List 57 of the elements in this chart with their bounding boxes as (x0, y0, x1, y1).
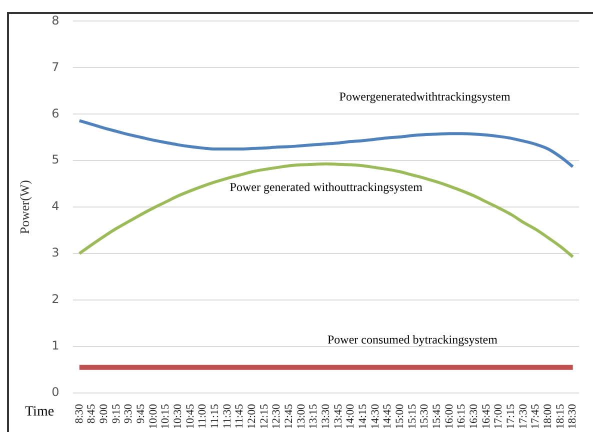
x-tick-label: 16:30 (468, 403, 480, 430)
x-tick-label: 16:00 (443, 403, 456, 430)
x-tick-label: 17:30 (517, 403, 530, 430)
x-tick-label: 11:00 (196, 403, 209, 429)
x-tick-label: 17:45 (530, 403, 542, 430)
x-tick-label: 18:30 (566, 403, 579, 430)
x-tick-label: 10:45 (184, 403, 196, 430)
x-tick-label: 13:30 (320, 403, 332, 430)
y-tick-label: 7 (52, 60, 60, 74)
x-tick-label: 8:30 (73, 403, 86, 424)
x-axis-title: Time (25, 404, 54, 420)
x-tick-label: 14:30 (369, 403, 382, 430)
line-series (78, 162, 574, 258)
x-tick-label: 9:00 (98, 403, 110, 424)
x-tick-label: 11:45 (234, 403, 246, 429)
x-tick-label: 17:00 (492, 403, 505, 430)
x-tick-label: 11:30 (221, 403, 234, 429)
x-tick-label: 14:00 (344, 403, 357, 430)
x-tick-label: 15:45 (431, 403, 444, 430)
x-tick-label: 15:00 (394, 403, 406, 430)
x-tick-label: 13:00 (295, 403, 308, 430)
y-tick-label: 1 (52, 338, 60, 353)
x-tick-label: 12:30 (270, 403, 283, 430)
y-tick-label: 5 (52, 152, 60, 167)
x-tick-label: 15:30 (418, 403, 431, 430)
x-tick-label: 10:30 (172, 403, 184, 430)
x-tick-label: 10:15 (160, 403, 172, 430)
y-tick-label: 3 (52, 246, 60, 260)
x-tick-label: 15:15 (406, 403, 418, 430)
series-label: Power generated withouttrackingsystem (230, 180, 424, 194)
x-tick-label: 11:15 (208, 403, 221, 429)
series-label: Power consumed bytrackingsystem (327, 332, 498, 347)
y-tick-label: 4 (52, 199, 60, 214)
y-tick-label: 8 (52, 13, 60, 28)
x-tick-label: 14:45 (382, 403, 394, 430)
y-tick-label: 6 (52, 106, 60, 120)
x-tick-label: 9:15 (110, 403, 122, 424)
x-tick-label: 18:15 (554, 403, 566, 430)
x-tick-label: 18:00 (542, 403, 554, 430)
x-tick-label: 12:45 (283, 403, 295, 430)
y-tick-label: 2 (52, 292, 60, 306)
x-tick-label: 16:45 (480, 403, 492, 430)
text: Powergeneratedwithtrackingsystem (339, 90, 511, 104)
x-tick-label: 8:45 (86, 403, 98, 424)
x-tick-label: 17:15 (505, 403, 518, 430)
y-axis-title: Power(W) (17, 180, 32, 234)
x-tick-label: 13:45 (332, 403, 344, 430)
x-tick-label: 12:00 (246, 403, 258, 430)
x-tick-label: 12:15 (258, 403, 270, 430)
x-tick-label: 16:15 (456, 403, 468, 430)
x-tick-label: 14:15 (357, 403, 370, 430)
x-tick-label: 9:45 (134, 403, 147, 424)
line-series (78, 119, 574, 168)
y-tick-label: 0 (52, 385, 60, 400)
x-tick-label: 10:00 (147, 403, 160, 430)
x-tick-label: 9:30 (122, 403, 135, 424)
x-tick-label: 13:15 (308, 403, 320, 430)
